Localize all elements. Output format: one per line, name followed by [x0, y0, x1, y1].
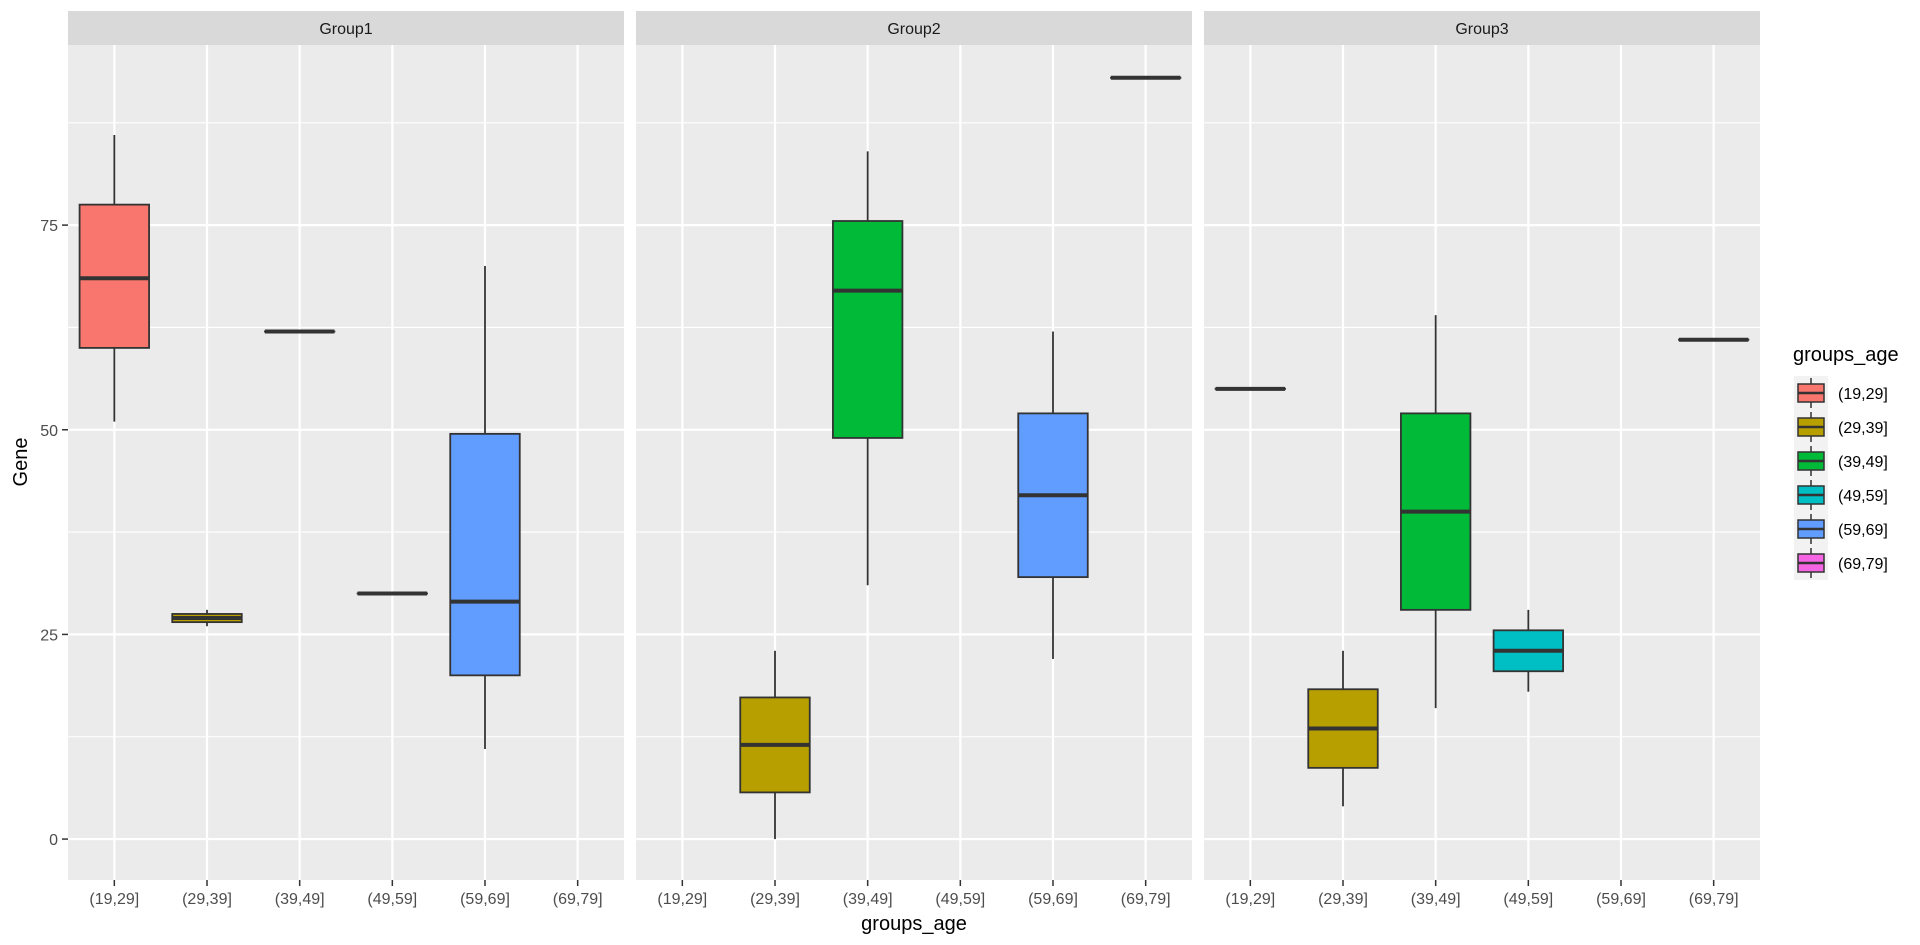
facet-strip-label: Group2	[887, 21, 940, 38]
x-tick-label: (49,59]	[935, 891, 985, 908]
facet-panel-group2: Group2 (19,29] (29,39] (39,49] (49,59] (59,69…	[636, 11, 1192, 908]
x-tick-label: (69,79]	[1121, 891, 1171, 908]
y-tick-label: 75	[40, 218, 58, 235]
legend-key-3: (49,59]	[1794, 478, 1888, 512]
legend-key-5: (69,79]	[1794, 546, 1888, 580]
box-body	[833, 221, 903, 438]
x-axis-title: groups_age	[861, 913, 967, 935]
x-tick-label: (29,39]	[1318, 891, 1368, 908]
x-tick-label: (39,49]	[843, 891, 893, 908]
legend-label: (69,79]	[1838, 556, 1888, 573]
legend-key-4: (59,69]	[1794, 512, 1888, 546]
legend-key-1: (29,39]	[1794, 410, 1888, 444]
x-tick-label: (39,49]	[1411, 891, 1461, 908]
panel-background	[636, 45, 1192, 880]
x-tick-label: (29,39]	[750, 891, 800, 908]
legend-label: (19,29]	[1838, 386, 1888, 403]
legend-title: groups_age	[1793, 344, 1899, 366]
x-tick-label: (49,59]	[367, 891, 417, 908]
legend-label: (39,49]	[1838, 454, 1888, 471]
legend: groups_age (19,29] (29,39] (39,49] (49,59] (…	[1793, 344, 1899, 580]
x-tick-label: (29,39]	[182, 891, 232, 908]
x-tick-label: (39,49]	[275, 891, 325, 908]
box-body	[450, 434, 520, 675]
panel-background	[68, 45, 624, 880]
x-tick-label: (19,29]	[657, 891, 707, 908]
x-tick-label: (59,69]	[1028, 891, 1078, 908]
y-tick-label: 50	[40, 423, 58, 440]
x-tick-label: (59,69]	[1596, 891, 1646, 908]
y-tick-label: 0	[49, 832, 58, 849]
legend-key-2: (39,49]	[1794, 444, 1888, 478]
facet-strip-label: Group3	[1455, 21, 1508, 38]
facet-panels: Group1 (19,29] (29,39] (39,49] (49,59] (59,69…	[68, 11, 1760, 908]
y-axis-title: Gene	[10, 438, 32, 487]
x-tick-label: (49,59]	[1503, 891, 1553, 908]
x-tick-label: (19,29]	[89, 891, 139, 908]
panel-background	[1204, 45, 1760, 880]
x-tick-label: (19,29]	[1225, 891, 1275, 908]
facet-panel-group3: Group3 (19,29] (29,39] (39,49] (49,59] (59,69…	[1204, 11, 1760, 908]
box-body	[80, 205, 150, 348]
x-tick-label: (69,79]	[553, 891, 603, 908]
facet-panel-group1: Group1 (19,29] (29,39] (39,49] (49,59] (59,69…	[68, 11, 624, 908]
x-tick-label: (59,69]	[460, 891, 510, 908]
legend-label: (49,59]	[1838, 488, 1888, 505]
legend-key-0: (19,29]	[1794, 376, 1888, 410]
y-axis: 0 25 50 75	[40, 218, 68, 849]
x-tick-label: (69,79]	[1689, 891, 1739, 908]
facet-strip-label: Group1	[319, 21, 372, 38]
legend-label: (29,39]	[1838, 420, 1888, 437]
legend-label: (59,69]	[1838, 522, 1888, 539]
y-tick-label: 25	[40, 627, 58, 644]
